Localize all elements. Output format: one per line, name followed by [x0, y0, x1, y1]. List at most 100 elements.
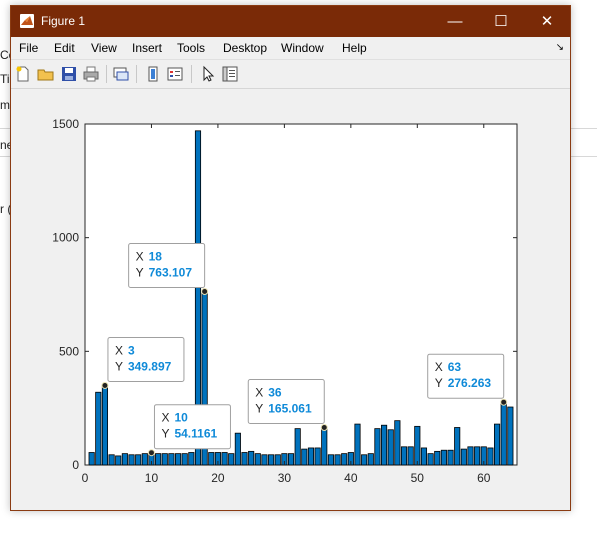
bar[interactable]: [115, 455, 122, 466]
bar[interactable]: [474, 446, 481, 466]
menu-help[interactable]: Help: [342, 41, 367, 55]
datatip-value: 36: [268, 385, 282, 399]
bar[interactable]: [374, 428, 381, 466]
menu-edit[interactable]: Edit: [54, 41, 75, 55]
bar[interactable]: [387, 429, 394, 466]
bar[interactable]: [507, 406, 514, 466]
bar[interactable]: [341, 453, 348, 466]
menu-file[interactable]: File: [19, 41, 39, 55]
axis-ticks: 0 10 20 30 40 50 60 0 500 1000 1500: [52, 117, 517, 485]
bar[interactable]: [493, 423, 501, 466]
bar[interactable]: [294, 428, 301, 466]
bar[interactable]: [261, 454, 268, 466]
datatip-key: Y: [435, 376, 443, 390]
bar[interactable]: [354, 423, 361, 466]
toolbar-separator: [191, 65, 192, 83]
bar[interactable]: [208, 452, 215, 466]
bar[interactable]: [307, 447, 315, 466]
bar[interactable]: [168, 453, 175, 466]
datatip[interactable]: X 3Y 349.897: [101, 336, 185, 389]
bar[interactable]: [101, 385, 108, 466]
bar[interactable]: [467, 446, 474, 466]
datatip[interactable]: X 18 Y 763.107: [128, 243, 209, 296]
bar[interactable]: [268, 454, 275, 466]
bar[interactable]: [400, 446, 408, 466]
bar[interactable]: [128, 454, 135, 466]
bar[interactable]: [234, 432, 241, 466]
close-button[interactable]: ✕: [524, 6, 570, 37]
legend-icon[interactable]: [166, 65, 184, 83]
bar[interactable]: [394, 420, 401, 466]
bar[interactable]: [440, 449, 447, 466]
bar[interactable]: [141, 453, 148, 466]
bar[interactable]: [367, 453, 374, 466]
menu-view[interactable]: View: [91, 41, 117, 55]
bar[interactable]: [241, 452, 248, 466]
bar[interactable]: [420, 447, 428, 466]
datatip[interactable]: X 63 Y 276.263: [427, 353, 508, 406]
bar[interactable]: [174, 453, 182, 466]
bar[interactable]: [188, 452, 195, 466]
bar[interactable]: [287, 453, 295, 466]
link-plot-icon[interactable]: [112, 65, 130, 83]
bar[interactable]: [181, 453, 188, 466]
bar[interactable]: [321, 427, 328, 466]
toolbar-separator: [106, 65, 107, 83]
bar[interactable]: [414, 425, 421, 466]
bar[interactable]: [407, 446, 414, 466]
bar[interactable]: [135, 454, 142, 466]
figure-toolbar: [11, 59, 570, 89]
bar[interactable]: [155, 453, 162, 466]
bar[interactable]: [194, 130, 202, 466]
bar[interactable]: [248, 450, 255, 466]
datatip-key: Y: [115, 359, 123, 373]
bar[interactable]: [334, 454, 341, 466]
toolbar-separator: [136, 65, 137, 83]
open-file-icon[interactable]: [37, 65, 55, 83]
bar[interactable]: [434, 450, 441, 466]
dock-figure-icon[interactable]: ↘: [555, 42, 564, 53]
menu-insert[interactable]: Insert: [132, 41, 163, 55]
bar[interactable]: [327, 454, 334, 466]
datatip-marker: [320, 423, 328, 431]
menu-tools[interactable]: Tools: [177, 41, 206, 55]
bar[interactable]: [88, 452, 95, 466]
background-text-fragment: m: [0, 98, 10, 112]
bar[interactable]: [427, 453, 434, 466]
x-tick-label: 30: [278, 471, 292, 485]
bar[interactable]: [254, 453, 261, 466]
bar[interactable]: [454, 427, 461, 466]
datatip[interactable]: X 36 Y 165.061: [247, 378, 328, 431]
datatip[interactable]: X 10 Y 54.1161: [147, 404, 231, 457]
bar[interactable]: [228, 453, 235, 466]
bar[interactable]: [108, 454, 115, 466]
bar[interactable]: [381, 424, 388, 466]
datatip-value: 763.107: [149, 266, 193, 280]
new-figure-icon[interactable]: [14, 65, 32, 83]
menu-desktop[interactable]: Desktop: [223, 41, 268, 55]
bar[interactable]: [314, 447, 321, 466]
bar[interactable]: [500, 401, 507, 466]
menu-window[interactable]: Window: [281, 41, 324, 55]
maximize-button[interactable]: ☐: [478, 6, 524, 37]
bar[interactable]: [301, 448, 308, 466]
bar[interactable]: [361, 454, 368, 466]
minimize-button[interactable]: —: [432, 6, 478, 37]
title-bar[interactable]: Figure 1 — ☐ ✕: [11, 6, 570, 37]
pointer-icon[interactable]: [199, 65, 217, 83]
bar[interactable]: [161, 453, 168, 466]
bar[interactable]: [121, 453, 128, 466]
bar[interactable]: [487, 447, 494, 466]
print-icon[interactable]: [82, 65, 100, 83]
bar[interactable]: [447, 449, 454, 466]
colorbar-icon[interactable]: [144, 65, 162, 83]
datatip-value: 10: [174, 411, 188, 425]
bar[interactable]: [95, 391, 102, 466]
bar[interactable]: [274, 454, 281, 466]
bar[interactable]: [221, 452, 228, 466]
save-icon[interactable]: [60, 65, 78, 83]
property-inspector-icon[interactable]: [221, 65, 239, 83]
datatip-key: Y: [255, 401, 263, 415]
bar[interactable]: [460, 448, 467, 466]
